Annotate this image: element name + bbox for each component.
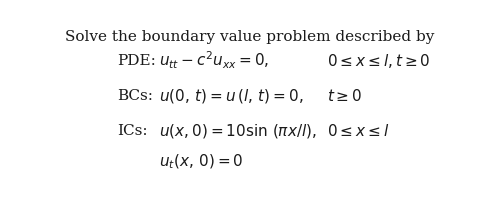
Text: $t \geq 0$: $t \geq 0$	[327, 88, 362, 104]
Text: PDE:: PDE:	[117, 54, 155, 68]
Text: $0 \leq x \leq l$: $0 \leq x \leq l$	[327, 123, 389, 139]
Text: $u_t(x,\, 0) = 0$: $u_t(x,\, 0) = 0$	[159, 153, 244, 171]
Text: $u(x,0) = 10 \sin\,(\pi x/l),$: $u(x,0) = 10 \sin\,(\pi x/l),$	[159, 122, 317, 140]
Text: Solve the boundary value problem described by: Solve the boundary value problem describ…	[65, 30, 435, 44]
Text: ICs:: ICs:	[117, 124, 148, 138]
Text: $0 \leq x \leq l, t \geq 0$: $0 \leq x \leq l, t \geq 0$	[327, 52, 430, 70]
Text: $u_{tt} - c^2u_{xx} = 0,$: $u_{tt} - c^2u_{xx} = 0,$	[159, 50, 269, 71]
Text: $u(0,\, t) = u\,(l,\, t) = 0,$: $u(0,\, t) = u\,(l,\, t) = 0,$	[159, 87, 304, 105]
Text: BCs:: BCs:	[117, 89, 153, 103]
